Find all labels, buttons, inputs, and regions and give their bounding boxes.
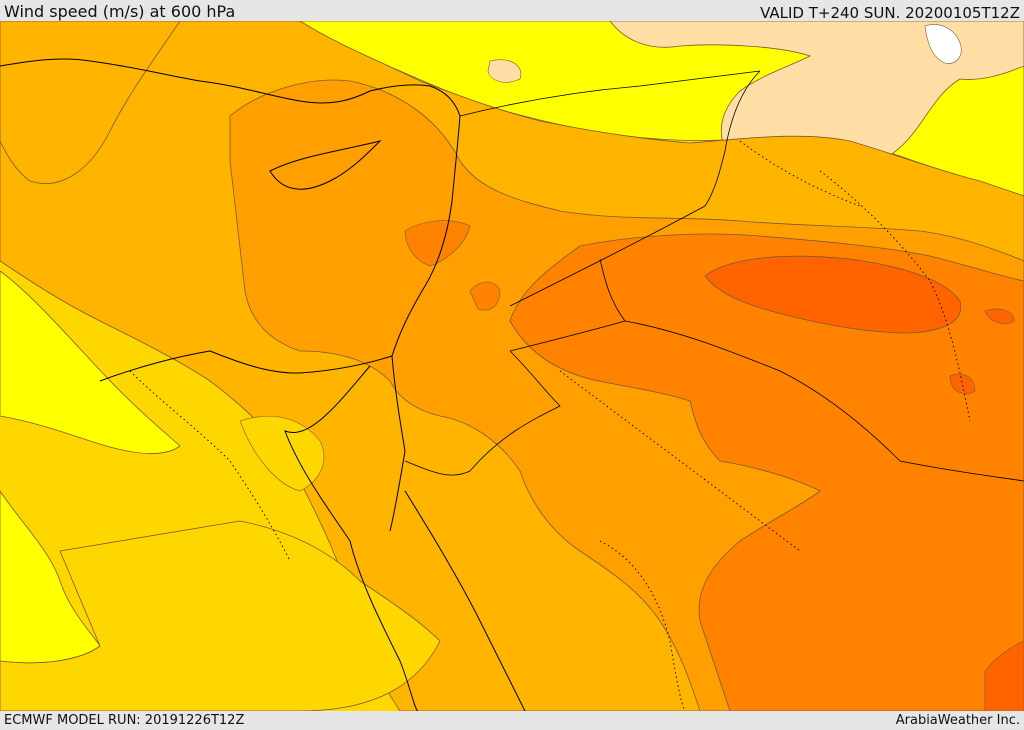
map-header: Wind speed (m/s) at 600 hPa VALID T+240 … xyxy=(0,0,1024,21)
band-max-speed-core xyxy=(704,255,962,334)
band-yellow-orange-patch xyxy=(239,415,325,492)
coastlines xyxy=(0,58,526,711)
band-yellow-orange-south xyxy=(0,520,441,711)
band-deep-orange-patch xyxy=(404,220,471,267)
band-max-speed-patch xyxy=(984,308,1015,324)
model-run-label: ECMWF MODEL RUN: 20191226T12Z xyxy=(4,713,245,728)
wind-speed-map[interactable] xyxy=(0,21,1024,711)
province-borders xyxy=(129,140,971,711)
credit-label: ArabiaWeather Inc. xyxy=(895,713,1020,728)
band-max-speed-southeast xyxy=(984,640,1024,711)
band-deep-orange-patch-2 xyxy=(469,281,501,311)
band-very-low-patch xyxy=(487,59,522,83)
valid-time-label: VALID T+240 SUN. 20200105T12Z xyxy=(760,4,1020,22)
band-deep-orange xyxy=(509,233,1024,711)
band-orange-northwest xyxy=(0,21,181,184)
band-max-speed-patch-2 xyxy=(949,373,976,394)
map-title: Wind speed (m/s) at 600 hPa xyxy=(4,2,236,21)
band-calm-patch xyxy=(924,24,962,64)
country-borders xyxy=(404,70,1024,482)
map-footer: ECMWF MODEL RUN: 20191226T12Z ArabiaWeat… xyxy=(0,711,1024,729)
band-low-speed-west xyxy=(0,270,181,454)
map-canvas xyxy=(0,21,1024,711)
